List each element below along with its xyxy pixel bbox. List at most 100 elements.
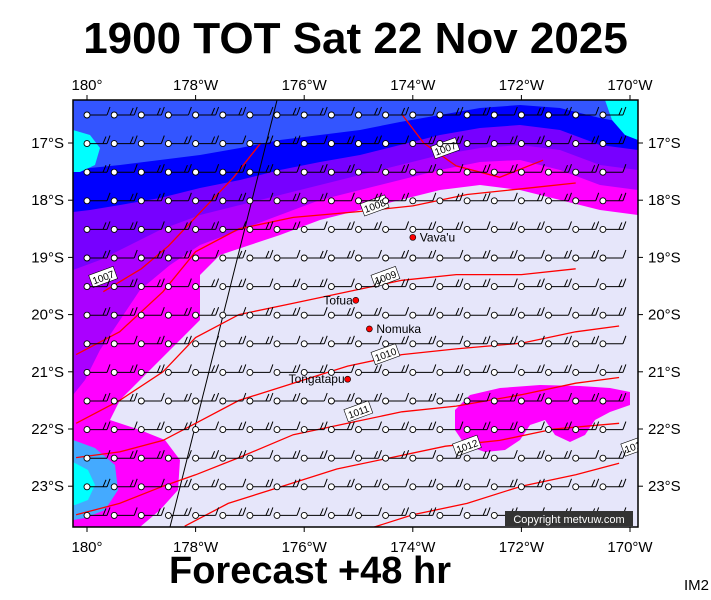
barb-station (273, 340, 281, 348)
wind-barb-177 (517, 335, 545, 348)
wind-barb-54 (436, 164, 464, 176)
barb-station (490, 111, 498, 119)
barb-flag (350, 106, 355, 116)
wind-barb-263 (137, 478, 165, 491)
barb-station (327, 254, 335, 262)
barb-flag (622, 278, 627, 287)
barb-station (490, 368, 498, 376)
wind-barb-200 (599, 364, 627, 376)
barb-flag (269, 364, 274, 373)
image-code: IM2 (683, 577, 709, 594)
barb-flag (378, 192, 382, 201)
barb-flag (106, 507, 111, 516)
wind-barb-161 (83, 335, 111, 348)
wind-barb-244 (164, 450, 192, 462)
barb-flag-2 (211, 279, 216, 287)
barb-flag (540, 364, 545, 373)
barb-station (83, 511, 91, 519)
barb-flag (622, 106, 627, 116)
wind-barb-37 (517, 135, 545, 148)
wind-barb-264 (164, 478, 192, 491)
barb-flag-2 (591, 250, 596, 259)
barb-flag (106, 192, 111, 201)
wind-barb-257 (517, 450, 545, 462)
barb-station (300, 426, 308, 434)
barb-station (436, 311, 444, 319)
barb-station (192, 483, 200, 491)
barb-station (382, 511, 390, 519)
barb-station (463, 511, 471, 519)
barb-station (192, 111, 200, 119)
barb-flag (323, 421, 328, 430)
barb-flag (187, 249, 192, 259)
barb-station (463, 426, 471, 434)
barb-station (327, 511, 335, 519)
barb-station (463, 368, 471, 376)
barb-station (572, 283, 580, 291)
barb-flag-2 (183, 508, 188, 516)
barb-flag-2 (319, 508, 324, 516)
lon-label-top-4: 174°W (390, 77, 436, 94)
barb-station (382, 340, 390, 348)
barb-flag (350, 478, 355, 487)
barb-flag (242, 106, 247, 116)
wind-barb-168 (273, 335, 301, 348)
barb-station (545, 483, 552, 491)
barb-flag (513, 135, 518, 144)
wind-barb-20 (599, 106, 627, 119)
barb-flag (242, 135, 247, 144)
barb-flag-2 (156, 508, 161, 516)
lat-label-left-6: 22°S (31, 421, 64, 438)
wind-barb-128 (273, 278, 301, 291)
barb-flag (323, 450, 328, 459)
barb-flag (540, 335, 545, 344)
barb-flag-2 (346, 479, 351, 487)
barb-station (327, 283, 335, 291)
barb-flag-2 (428, 479, 433, 487)
barb-flag (378, 364, 382, 373)
barb-flag-2 (265, 393, 270, 402)
barb-station (599, 111, 607, 119)
barb-station (246, 311, 254, 319)
barb-station (83, 397, 91, 405)
wind-barb-279 (572, 478, 600, 491)
wind-barb-127 (246, 278, 274, 291)
barb-flag (160, 278, 165, 287)
wind-barb-53 (409, 164, 437, 176)
barb-station (382, 283, 390, 291)
barb-flag-2 (428, 165, 433, 173)
barb-station (436, 454, 444, 462)
barb-flag-2 (156, 365, 161, 373)
barb-flag-2 (156, 165, 161, 173)
wind-barb-104 (164, 249, 192, 262)
wind-barb-80 (599, 192, 627, 205)
wind-barb-173 (409, 335, 437, 348)
barb-station (463, 225, 471, 233)
barb-flag-2 (183, 222, 188, 230)
wind-barb-151 (355, 307, 382, 319)
barb-station (192, 426, 200, 434)
barb-station (517, 111, 525, 119)
wind-barb-73 (409, 192, 437, 205)
barb-station (219, 111, 227, 119)
barb-station (490, 168, 498, 176)
barb-flag-2 (183, 250, 188, 259)
barb-flag (486, 221, 491, 230)
barb-flag-2 (129, 308, 134, 316)
barb-flag (459, 392, 464, 402)
barb-flag (350, 164, 355, 173)
barb-flag-2 (591, 165, 596, 173)
barb-flag-2 (536, 107, 541, 116)
barb-flag (459, 421, 464, 430)
barb-flag (540, 192, 545, 201)
barb-station (246, 454, 254, 462)
wind-barb-260 (599, 450, 627, 462)
wind-barb-201 (83, 392, 111, 405)
wind-barb-224 (164, 421, 192, 434)
barb-station (572, 368, 580, 376)
barb-flag (540, 106, 545, 116)
wind-barb-192 (382, 364, 410, 376)
lon-label-bottom-4: 174°W (390, 539, 436, 556)
barb-flag (432, 278, 437, 287)
lat-label-left-4: 20°S (31, 307, 64, 324)
